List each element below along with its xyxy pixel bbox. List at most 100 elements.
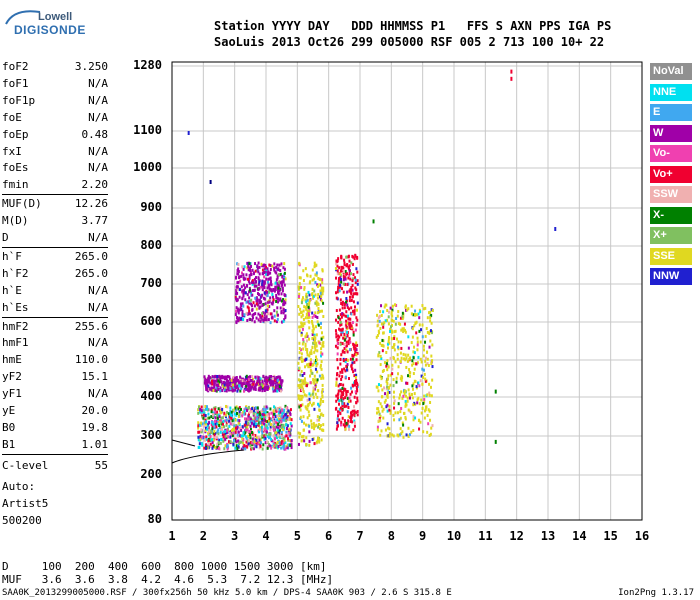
echo-point: [238, 440, 241, 444]
echo-point: [319, 401, 322, 405]
param-name: yF1: [2, 387, 22, 401]
echo-point: [400, 431, 403, 435]
echo-point: [393, 401, 396, 405]
echo-point: [347, 400, 350, 404]
echo-point: [340, 322, 343, 326]
echo-point: [247, 264, 250, 268]
echo-point: [216, 420, 219, 424]
echo-point: [338, 335, 341, 339]
legend-item: NNW: [650, 268, 692, 285]
echo-point: [303, 393, 306, 397]
echo-point: [216, 375, 219, 379]
x-tick-label: 1: [168, 529, 176, 543]
param-row: hmE 110.0: [2, 353, 108, 369]
echo-point: [236, 307, 239, 311]
echo-point: [384, 398, 387, 402]
echo-point: [340, 420, 343, 424]
echo-point: [400, 390, 403, 394]
echo-point: [243, 444, 246, 448]
echo-point: [308, 364, 311, 368]
echo-point: [429, 319, 432, 323]
echo-point: [305, 436, 308, 440]
echo-point: [235, 444, 238, 448]
echo-point: [317, 389, 320, 393]
echo-point: [251, 318, 254, 322]
echo-point: [218, 413, 221, 417]
echo-point: [412, 356, 415, 360]
echo-point: [318, 295, 321, 299]
echo-point: [197, 424, 200, 428]
echo-point: [280, 446, 283, 450]
echo-point: [221, 427, 224, 431]
echo-point: [389, 373, 392, 377]
echo-point: [400, 346, 403, 350]
echo-point: [299, 398, 302, 402]
echo-point: [428, 311, 431, 315]
echo-point: [266, 312, 269, 316]
echo-point: [356, 389, 359, 393]
echo-point: [272, 380, 275, 384]
echo-point: [344, 369, 347, 373]
echo-point: [269, 422, 272, 426]
echo-point: [315, 380, 318, 384]
echo-point: [352, 255, 355, 259]
echo-point: [281, 408, 284, 412]
echo-point: [211, 382, 214, 386]
echo-point: [388, 390, 391, 394]
echo-point: [306, 353, 309, 357]
echo-point: [245, 284, 248, 288]
echo-point: [397, 434, 400, 438]
echo-point: [197, 405, 200, 409]
echo-point: [308, 401, 311, 405]
echo-point: [229, 387, 232, 391]
echo-point: [299, 276, 302, 280]
echo-point: [308, 392, 311, 396]
echo-point: [276, 378, 279, 382]
echo-point: [262, 282, 265, 286]
echo-point: [267, 318, 270, 322]
echo-point: [353, 347, 356, 351]
echo-point: [320, 321, 323, 325]
echo-point: [238, 410, 241, 414]
echo-point: [277, 424, 280, 428]
echo-point: [258, 412, 261, 416]
echo-point: [236, 378, 239, 382]
echo-point: [395, 316, 398, 320]
echo-point: [207, 442, 210, 446]
echo-point: [271, 377, 274, 381]
echo-point: [235, 320, 238, 324]
echo-point: [402, 435, 405, 439]
echo-point: [413, 392, 416, 396]
echo-point: [308, 299, 311, 303]
echo-point: [219, 430, 222, 434]
echo-point: [316, 362, 319, 366]
echo-point: [297, 384, 300, 388]
echo-point: [272, 440, 275, 444]
echo-point: [350, 261, 353, 265]
echo-point: [309, 360, 312, 364]
echo-point: [302, 340, 305, 344]
echo-point: [380, 357, 383, 361]
echo-point: [378, 319, 381, 323]
echo-point: [335, 427, 338, 431]
echo-point: [279, 298, 282, 302]
echo-point: [341, 408, 344, 412]
echo-point: [355, 401, 358, 405]
echo-point: [209, 429, 212, 433]
echo-point: [217, 407, 220, 411]
echo-point: [214, 389, 217, 393]
echo-point: [282, 277, 285, 281]
echo-point: [392, 343, 395, 347]
echo-point: [263, 291, 266, 295]
echo-point: [252, 281, 255, 285]
echo-point: [251, 280, 254, 284]
echo-point: [258, 265, 261, 269]
echo-point: [354, 411, 357, 415]
echo-point: [265, 424, 268, 428]
echo-point: [300, 333, 303, 337]
echo-point: [245, 384, 248, 388]
echo-point: [426, 316, 429, 320]
echo-point: [409, 356, 412, 360]
legend-item: W: [650, 124, 692, 142]
